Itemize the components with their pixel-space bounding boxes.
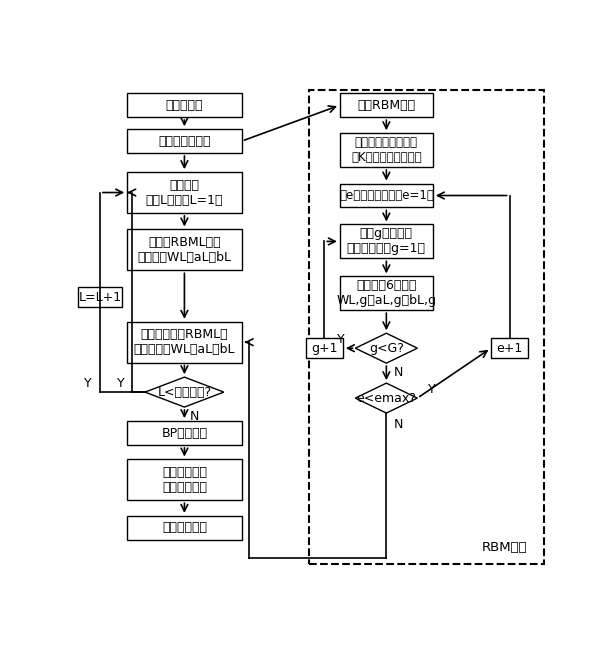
FancyBboxPatch shape xyxy=(340,133,433,167)
Text: 模型训练完成: 模型训练完成 xyxy=(162,522,207,535)
Text: g+1: g+1 xyxy=(311,341,338,354)
FancyBboxPatch shape xyxy=(127,129,241,153)
FancyBboxPatch shape xyxy=(491,338,528,358)
FancyBboxPatch shape xyxy=(340,93,433,117)
Text: Y: Y xyxy=(117,376,125,389)
Text: 开始RBM训练: 开始RBM训练 xyxy=(357,98,415,111)
FancyBboxPatch shape xyxy=(127,229,241,270)
Text: Y: Y xyxy=(337,332,345,346)
Polygon shape xyxy=(355,383,418,413)
Text: 参数微调，权
值和偏置更新: 参数微调，权 值和偏置更新 xyxy=(162,466,207,494)
Text: 训练开始
（第L层，另L=1）: 训练开始 （第L层，另L=1） xyxy=(145,178,223,207)
FancyBboxPatch shape xyxy=(127,93,241,117)
FancyBboxPatch shape xyxy=(306,338,343,358)
FancyBboxPatch shape xyxy=(127,322,241,363)
Text: L=L+1: L=L+1 xyxy=(78,291,121,304)
Text: e+1: e+1 xyxy=(496,341,522,354)
Text: BP算法训练: BP算法训练 xyxy=(161,426,208,439)
Text: Y: Y xyxy=(428,382,436,396)
Text: 训练样本集: 训练样本集 xyxy=(166,98,203,111)
Text: N: N xyxy=(394,417,403,430)
Text: g<G?: g<G? xyxy=(369,341,404,354)
Text: 第e次迭代训练（令e=1）: 第e次迭代训练（令e=1） xyxy=(339,189,434,202)
Text: 初始化RBML的权
重和偏置WL，aL，bL: 初始化RBML的权 重和偏置WL，aL，bL xyxy=(137,236,232,264)
FancyBboxPatch shape xyxy=(127,459,241,500)
Text: 根据式（6）更新
WL,g，aL,g，bL,g: 根据式（6）更新 WL,g，aL,g，bL,g xyxy=(336,279,436,307)
Text: 初始化模型参数: 初始化模型参数 xyxy=(158,135,211,148)
Text: N: N xyxy=(190,410,200,422)
Polygon shape xyxy=(355,333,418,363)
FancyBboxPatch shape xyxy=(340,183,433,207)
FancyBboxPatch shape xyxy=(127,421,241,445)
Text: Y: Y xyxy=(84,376,92,389)
Text: 保存训练好的RBML的
权重和偏置WL，aL，bL: 保存训练好的RBML的 权重和偏置WL，aL，bL xyxy=(134,328,235,356)
FancyBboxPatch shape xyxy=(78,287,122,307)
Text: L<最大层数?: L<最大层数? xyxy=(157,386,211,399)
FancyBboxPatch shape xyxy=(127,172,241,213)
Text: 将全部训练样本划分
为K组小批量训练样本: 将全部训练样本划分 为K组小批量训练样本 xyxy=(351,136,422,164)
Text: RBM训练: RBM训练 xyxy=(482,541,527,554)
Text: e<emax?: e<emax? xyxy=(357,391,416,404)
FancyBboxPatch shape xyxy=(340,224,433,259)
Text: 取第g组训练集
进行训练（令g=1）: 取第g组训练集 进行训练（令g=1） xyxy=(347,227,426,255)
Polygon shape xyxy=(145,377,224,407)
Text: N: N xyxy=(394,365,403,378)
FancyBboxPatch shape xyxy=(340,276,433,310)
FancyBboxPatch shape xyxy=(127,516,241,540)
